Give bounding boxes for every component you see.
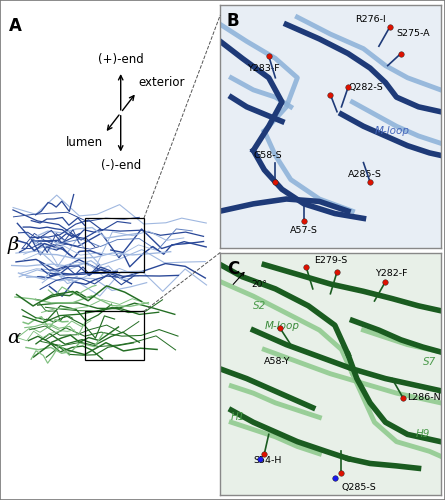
Bar: [85, 218, 144, 272]
Text: M-loop: M-loop: [264, 322, 299, 332]
Text: β: β: [8, 236, 19, 254]
Text: C: C: [227, 260, 239, 278]
Text: 20°: 20°: [251, 280, 267, 288]
Text: α: α: [8, 329, 21, 347]
Text: Y283-F: Y283-F: [247, 64, 279, 72]
Text: B: B: [227, 12, 239, 30]
Text: S2: S2: [253, 301, 267, 311]
Text: H9: H9: [416, 430, 430, 440]
Text: (+)-end: (+)-end: [98, 53, 144, 66]
Text: Q285-S: Q285-S: [341, 483, 376, 492]
Text: exterior: exterior: [139, 76, 185, 90]
Text: A: A: [9, 17, 21, 35]
Text: Q282-S: Q282-S: [348, 83, 383, 92]
Text: E279-S: E279-S: [314, 256, 347, 265]
Text: A58-Y: A58-Y: [264, 357, 291, 366]
Text: S7: S7: [423, 356, 436, 366]
Text: H1: H1: [231, 412, 245, 422]
Text: S54-H: S54-H: [253, 456, 282, 465]
Text: lumen: lumen: [65, 136, 103, 149]
Text: A285-S: A285-S: [348, 170, 382, 179]
Text: A57-S: A57-S: [290, 226, 318, 234]
Text: (-)-end: (-)-end: [101, 160, 141, 172]
Text: M-loop: M-loop: [375, 126, 409, 136]
Text: L286-N: L286-N: [408, 394, 441, 402]
Text: Y282-F: Y282-F: [375, 270, 408, 278]
Text: R276-I: R276-I: [355, 14, 385, 24]
Text: S275-A: S275-A: [396, 29, 429, 38]
Text: G58-S: G58-S: [253, 151, 282, 160]
Bar: [85, 311, 144, 360]
